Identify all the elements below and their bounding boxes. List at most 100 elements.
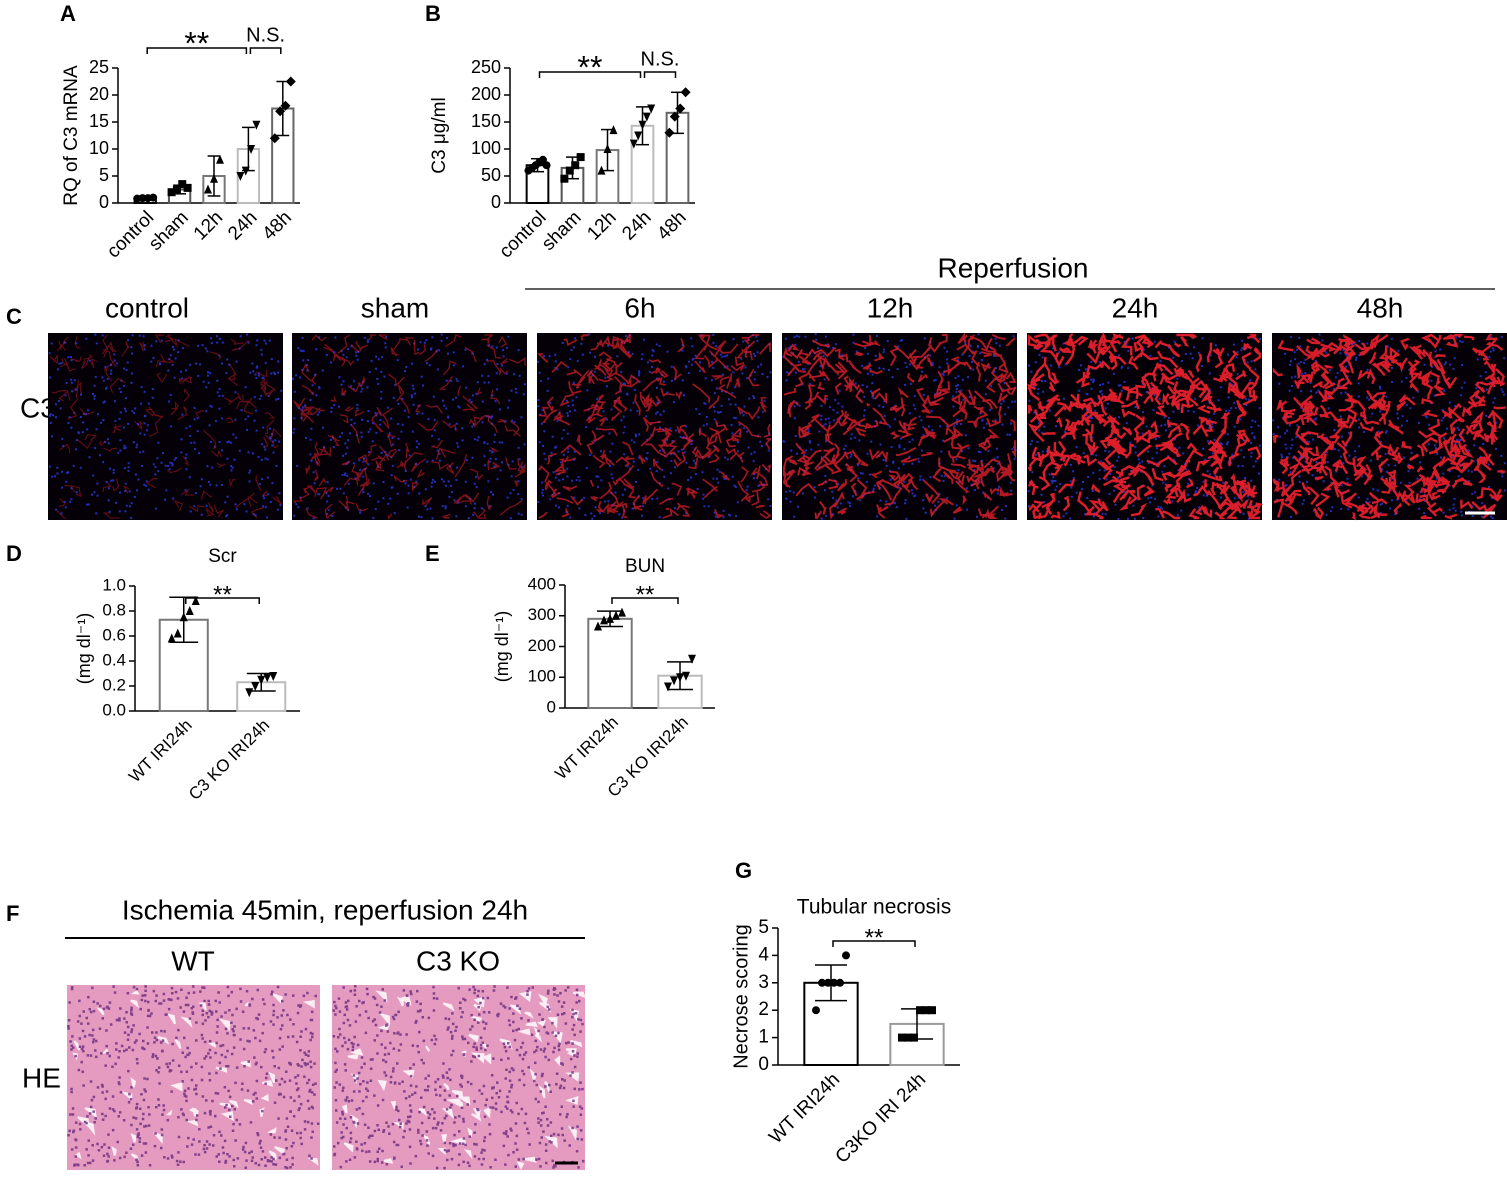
significance-bracket <box>611 597 679 604</box>
data-point <box>928 1006 936 1015</box>
x-tick-label: sham <box>538 207 586 255</box>
data-point <box>560 174 569 183</box>
data-point <box>904 1033 912 1042</box>
data-point <box>824 978 832 987</box>
significance-label: ** <box>636 581 655 608</box>
y-tick-label: 0 <box>547 697 556 716</box>
y-tick-label: 2 <box>758 999 769 1020</box>
data-point <box>251 682 260 691</box>
data-point <box>618 607 626 617</box>
panel-label: C <box>6 304 22 329</box>
data-point <box>676 673 684 683</box>
data-point <box>280 100 291 111</box>
lumen <box>341 990 586 1171</box>
y-tick-label: 10 <box>89 138 109 158</box>
c3-stain <box>1272 333 1507 521</box>
data-point <box>571 161 580 170</box>
y-tick-label: 100 <box>471 138 501 158</box>
column-label: 6h <box>624 292 655 323</box>
panel-label: F <box>6 901 19 926</box>
y-tick-label: 1 <box>758 1027 769 1048</box>
data-point <box>210 173 218 183</box>
data-point <box>236 172 245 181</box>
data-point <box>245 688 254 698</box>
c3-stain <box>782 332 1017 520</box>
y-tick-label: 15 <box>89 111 109 131</box>
significance-label: ** <box>578 49 603 85</box>
data-point <box>269 133 280 144</box>
nuclei <box>332 985 585 1170</box>
column-label: control <box>105 292 189 323</box>
y-tick-label: 5 <box>99 165 109 185</box>
data-point <box>191 596 200 605</box>
data-point <box>664 682 672 692</box>
c3-stain <box>292 334 526 520</box>
x-tick-label: WT IRI24h <box>551 713 622 784</box>
data-point <box>634 131 643 141</box>
y-tick-label: 0 <box>758 1054 769 1075</box>
data-point <box>916 1006 924 1015</box>
data-point <box>680 87 691 98</box>
data-point <box>842 951 850 960</box>
y-tick-label: 20 <box>89 84 109 104</box>
column-label: sham <box>361 292 429 323</box>
c3-stain <box>1027 332 1264 520</box>
y-tick-label: 1.0 <box>102 575 126 594</box>
data-point <box>257 675 266 685</box>
panel-label: B <box>425 1 441 26</box>
x-tick-label: 48h <box>259 207 296 244</box>
data-point <box>285 76 296 87</box>
data-point <box>606 613 614 623</box>
data-point <box>830 978 838 987</box>
x-tick-label: 24h <box>224 207 261 244</box>
data-point <box>609 125 618 135</box>
significance-bracket <box>643 71 677 78</box>
bar <box>587 617 633 710</box>
data-point <box>612 610 620 620</box>
data-point <box>542 161 551 170</box>
nuclei <box>48 333 283 519</box>
significance-label: ** <box>865 924 884 951</box>
x-tick-label: WT IRI24h <box>765 1069 844 1148</box>
y-tick-label: 50 <box>481 165 501 185</box>
bar <box>657 674 703 710</box>
data-point <box>669 111 680 122</box>
data-point <box>647 104 656 114</box>
significance-label: ** <box>213 581 232 608</box>
y-tick-label: 5 <box>758 917 769 938</box>
data-point <box>898 1033 906 1042</box>
y-tick-label: 3 <box>758 972 769 993</box>
column-label: WT <box>171 945 215 976</box>
x-tick-label: C3KO IRI 24h <box>832 1069 930 1167</box>
y-tick-label: 300 <box>528 605 556 624</box>
data-point <box>594 621 602 631</box>
y-axis-label: RQ of C3 mRNA <box>61 65 82 206</box>
data-point <box>241 166 250 176</box>
data-point <box>910 1033 918 1042</box>
significance-bracket <box>832 940 916 947</box>
significance-label: N.S. <box>246 24 285 46</box>
column-label: 12h <box>867 292 914 323</box>
micrograph <box>48 333 283 520</box>
y-tick-label: 25 <box>89 57 109 77</box>
data-point <box>664 127 675 138</box>
y-axis-label: C3 μg/ml <box>429 97 450 173</box>
data-point <box>275 106 286 117</box>
data-point <box>247 145 256 154</box>
x-tick-label: 12h <box>190 207 227 244</box>
x-tick-label: 24h <box>618 207 655 244</box>
x-tick-label: C3 KO IRI24h <box>185 716 273 804</box>
y-axis-label: (mg dl⁻¹) <box>492 611 512 683</box>
data-point <box>638 120 647 130</box>
y-axis-label: Necrose scoring <box>730 924 752 1069</box>
y-tick-label: 0.6 <box>102 625 126 644</box>
y-tick-label: 0.4 <box>102 650 126 669</box>
significance-bracket <box>538 71 642 78</box>
panel-label: E <box>425 541 440 566</box>
panel-label: A <box>60 1 76 26</box>
data-point <box>173 628 182 638</box>
significance-label: ** <box>184 25 209 61</box>
y-tick-label: 200 <box>471 84 501 104</box>
x-tick-label: sham <box>145 207 193 255</box>
lumen <box>72 989 319 1166</box>
